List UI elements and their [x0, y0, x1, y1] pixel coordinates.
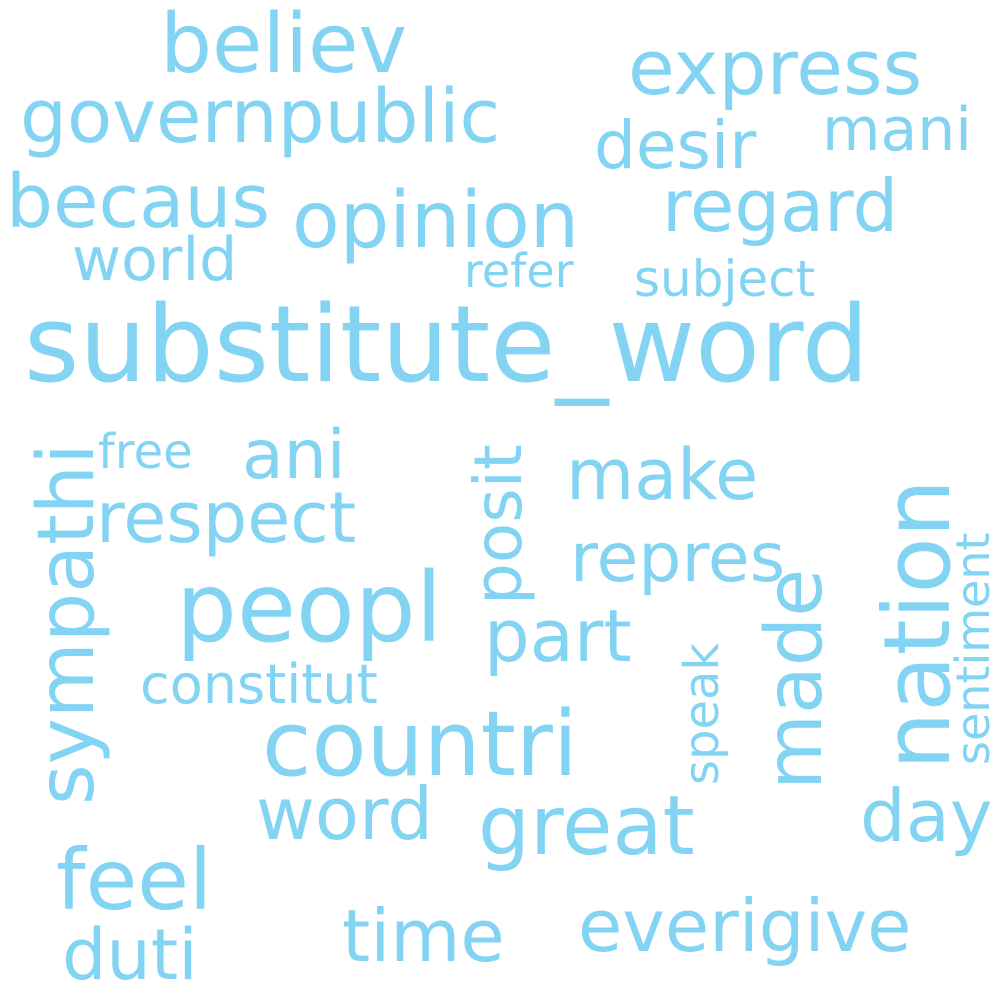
word-desir: desir: [594, 107, 757, 184]
word-free: free: [98, 424, 193, 480]
word-regard: regard: [662, 164, 899, 248]
word-opinion: opinion: [292, 176, 580, 266]
word-believ: believ: [160, 0, 408, 92]
word-refer: refer: [464, 244, 574, 298]
word-time: time: [342, 894, 505, 978]
word-make: make: [566, 434, 759, 516]
word-becaus: becaus: [6, 159, 270, 245]
word-sympathi: sympathi: [22, 443, 112, 805]
word-ani: ani: [242, 416, 346, 495]
word-everigive: everigive: [578, 884, 912, 968]
word-made: made: [750, 568, 840, 790]
word-mani: mani: [822, 95, 972, 165]
word-word: word: [256, 772, 433, 856]
word-duti: duti: [62, 914, 198, 996]
word-sentiment: sentiment: [946, 532, 1000, 765]
word-substitute-word: substitute_word: [24, 283, 869, 406]
word-respect: respect: [96, 477, 357, 559]
word-peopl: peopl: [176, 552, 443, 664]
word-repres: repres: [570, 519, 786, 598]
word-world: world: [72, 225, 238, 295]
word-countri: countri: [262, 692, 578, 797]
word-posit: posit: [460, 444, 537, 605]
word-day: day: [860, 774, 993, 858]
word-great: great: [478, 779, 695, 874]
word-feel: feel: [56, 831, 213, 929]
word-subject: subject: [634, 250, 816, 308]
word-express: express: [628, 23, 923, 112]
word-part: part: [484, 594, 632, 678]
word-governpublic: governpublic: [20, 74, 501, 160]
word-speak: speak: [674, 642, 730, 785]
word-constitut: constitut: [140, 653, 378, 716]
